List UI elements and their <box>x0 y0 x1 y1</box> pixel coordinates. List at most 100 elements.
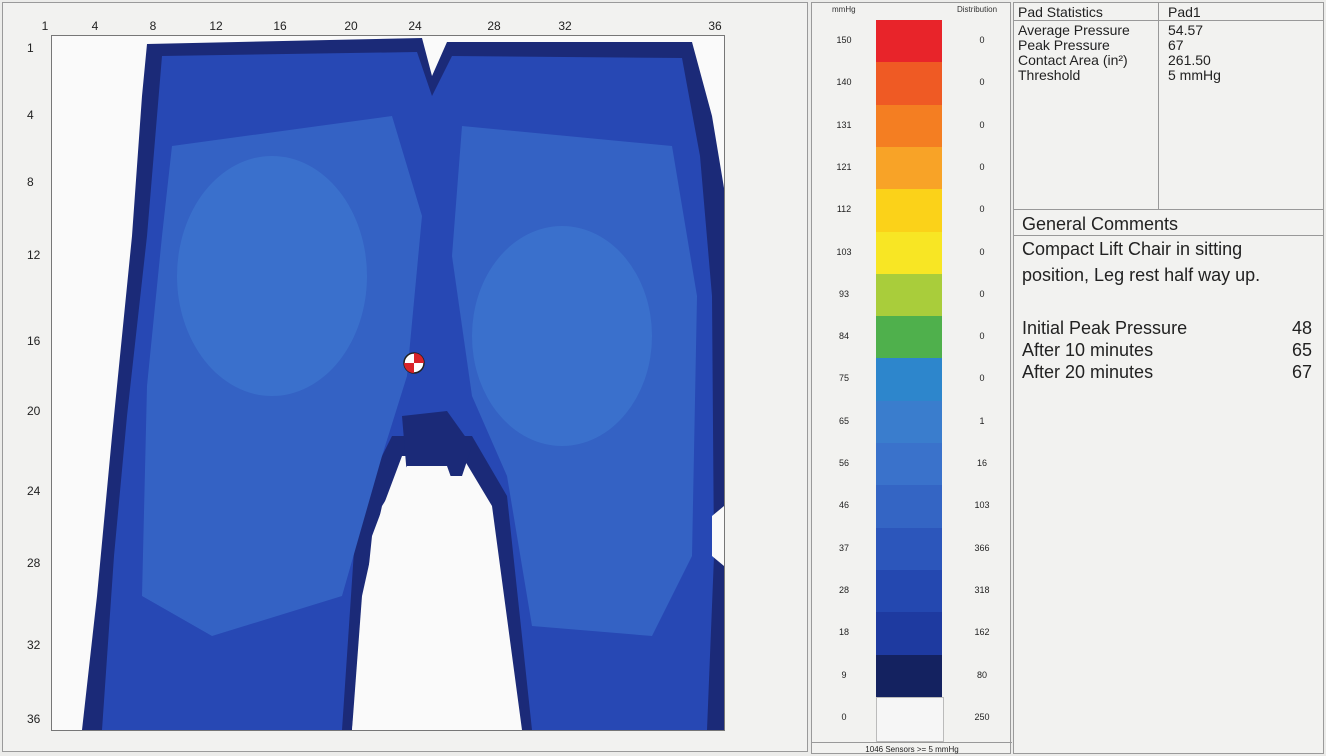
column-label: 28 <box>487 19 501 33</box>
legend-level: 56 16 <box>812 443 1012 486</box>
reading-label: After 20 minutes <box>1022 362 1154 382</box>
pressure-map <box>52 36 724 730</box>
legend-distribution-label: Distribution <box>957 5 998 14</box>
legend-color-swatch <box>876 189 942 233</box>
legend-level: 46 103 <box>812 485 1012 529</box>
stats-header-value: Pad1 <box>1168 4 1201 20</box>
stat-value: 67 <box>1168 37 1184 53</box>
legend-level: 37 366 <box>812 527 1012 571</box>
legend-level-value: 75 <box>838 373 849 384</box>
map-no-contact-region <box>352 466 492 730</box>
legend-level: 65 1 <box>812 400 1012 444</box>
legend-level-value: 84 <box>838 331 849 342</box>
reading-label: After 10 minutes <box>1022 340 1154 360</box>
legend-distribution-count: 250 <box>974 711 990 722</box>
legend-distribution-count: 1 <box>979 415 985 426</box>
comment-line-2: position, Leg rest half way up. <box>1022 265 1261 285</box>
legend-level-value: 18 <box>838 627 849 638</box>
comments-divider <box>1014 235 1323 236</box>
legend-distribution-count: 0 <box>979 246 985 257</box>
column-label: 32 <box>558 19 572 33</box>
legend-distribution-count: 0 <box>979 331 985 342</box>
map-right-peak-zone <box>472 226 652 446</box>
stats-header-divider <box>1014 20 1323 21</box>
column-label: 4 <box>91 19 99 33</box>
legend-color-swatch <box>876 443 942 486</box>
pressure-legend: mmHg Distribution 150 0 140 0 131 0 121 0 112 0 10… <box>811 2 1012 754</box>
row-label: 8 <box>27 175 34 189</box>
map-left-peak-zone <box>177 156 367 396</box>
comment-line-1: Compact Lift Chair in sitting <box>1022 239 1243 259</box>
row-label: 12 <box>27 248 41 262</box>
legend-color-swatch <box>876 654 942 698</box>
map-edge-notch <box>712 506 724 566</box>
legend-level-value: 65 <box>838 415 849 426</box>
legend-color-swatch <box>876 527 942 571</box>
legend-distribution-count: 0 <box>979 373 985 384</box>
row-label: 1 <box>27 41 34 55</box>
reading-value: 48 <box>1291 318 1312 338</box>
legend-level-value: 103 <box>836 246 852 257</box>
legend-level: 140 0 <box>812 62 1012 106</box>
legend-level-value: 131 <box>836 119 852 130</box>
legend-color-swatch <box>876 316 942 360</box>
pressure-map-panel: 1 4 8 12 16 20 24 28 32 36 1 4 8 12 16 20 24 28 32 36 <box>2 2 808 752</box>
legend-level-value: 93 <box>838 288 849 299</box>
legend-level: 93 0 <box>812 273 1012 317</box>
statistics-panel: Pad Statistics Pad1 Average Pressure 54.5… <box>1013 2 1324 754</box>
stat-label: Peak Pressure <box>1018 37 1110 53</box>
reading-value: 67 <box>1291 362 1312 382</box>
column-label: 36 <box>708 19 722 33</box>
row-label: 28 <box>27 556 41 570</box>
row-label: 20 <box>27 404 41 418</box>
reading-value: 65 <box>1291 340 1312 360</box>
row-label: 16 <box>27 334 41 348</box>
pressure-map-frame <box>51 35 725 731</box>
legend-level-value: 56 <box>838 458 849 468</box>
legend-footer: 1046 Sensors >= 5 mmHg <box>812 742 1012 754</box>
legend-distribution-count: 0 <box>979 119 985 130</box>
column-label: 16 <box>273 19 287 33</box>
legend-color-swatch <box>876 569 942 613</box>
center-of-pressure-quadrant <box>414 353 424 363</box>
legend-distribution-count: 366 <box>974 542 990 553</box>
legend-color-swatch <box>876 485 942 529</box>
legend-color-swatch <box>876 612 942 656</box>
column-label: 12 <box>209 19 223 33</box>
general-comments-title: General Comments <box>1022 214 1179 234</box>
legend-distribution-count: 318 <box>974 584 990 595</box>
map-center-gap <box>402 411 472 476</box>
legend-distribution-count: 0 <box>979 288 985 299</box>
legend-level-value: 150 <box>836 35 852 45</box>
row-label: 24 <box>27 484 41 498</box>
legend-level: 84 0 <box>812 316 1012 360</box>
legend-distribution-count: 0 <box>979 161 985 172</box>
stat-label: Threshold <box>1018 67 1081 83</box>
legend-distribution-count: 80 <box>976 669 987 680</box>
column-label: 24 <box>408 19 422 33</box>
column-label: 1 <box>41 19 49 33</box>
stat-label: Contact Area (in²) <box>1018 52 1128 68</box>
legend-level: 28 318 <box>812 569 1012 613</box>
legend-color-swatch <box>876 62 942 106</box>
legend-distribution-count: 0 <box>979 204 985 215</box>
center-of-pressure-quadrant <box>404 363 414 373</box>
legend-level: 131 0 <box>812 104 1012 148</box>
legend-level-value: 140 <box>836 77 852 88</box>
legend-color-swatch <box>876 273 942 317</box>
legend-unit-label: mmHg <box>832 5 856 14</box>
stats-column-divider <box>1158 3 1159 209</box>
legend-level: 103 0 <box>812 231 1012 275</box>
legend-level-value: 0 <box>841 711 847 722</box>
legend-level-value: 46 <box>838 500 849 511</box>
legend-color-swatch <box>876 400 942 444</box>
column-label: 20 <box>344 19 358 33</box>
legend-color-swatch <box>876 146 942 190</box>
legend-color-swatch <box>876 20 942 63</box>
legend-color-swatch <box>876 696 944 742</box>
pad-statistics-table: Pad Statistics Pad1 Average Pressure 54.5… <box>1014 3 1323 210</box>
row-label: 4 <box>27 108 34 122</box>
legend-distribution-count: 162 <box>974 627 990 638</box>
legend-color-swatch <box>876 104 942 148</box>
legend-level: 150 0 <box>812 20 1012 63</box>
